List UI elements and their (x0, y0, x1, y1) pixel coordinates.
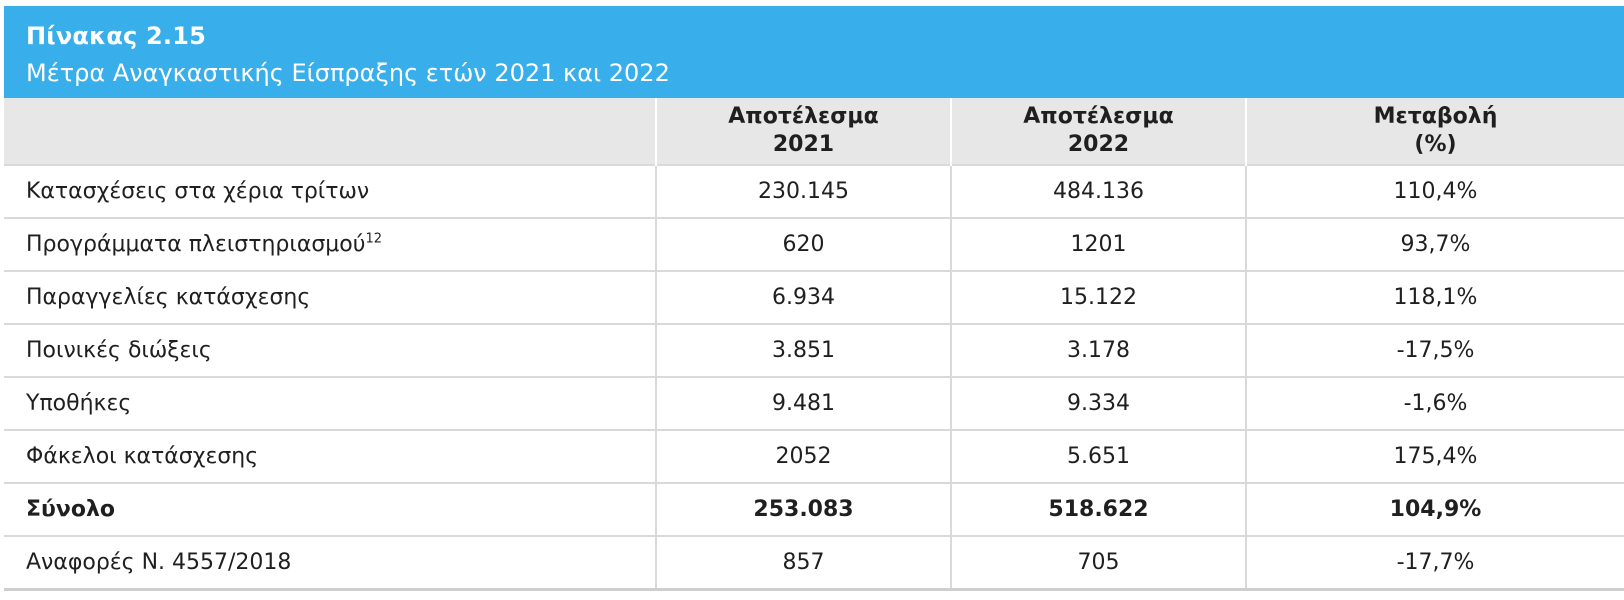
cell-change: 175,4% (1246, 429, 1624, 483)
cell-2021: 6.934 (656, 270, 952, 324)
table-header-row: Αποτέλεσμα 2021 Αποτέλεσμα 2022 Μεταβολή… (4, 98, 1624, 165)
cell-2021: 9.481 (656, 376, 952, 430)
column-header-2021-line2: 2021 (772, 132, 835, 157)
row-label-text: Φάκελοι κατάσχεσης (26, 443, 259, 469)
cell-change: 110,4% (1246, 164, 1624, 218)
column-header-2022-line2: 2022 (1067, 132, 1130, 157)
cell-2022: 3.178 (951, 323, 1247, 377)
cell-change: -1,6% (1246, 376, 1624, 430)
column-header-label (4, 98, 657, 165)
cell-2022: 518.622 (951, 482, 1247, 536)
row-label-text: Ποινικές διώξεις (26, 337, 212, 363)
column-header-2021: Αποτέλεσμα 2021 (656, 98, 952, 165)
row-label: Ποινικές διώξεις (4, 323, 657, 377)
row-label-text: Κατασχέσεις στα χέρια τρίτων (26, 178, 370, 204)
row-label: Παραγγελίες κατάσχεσης (4, 270, 657, 324)
column-header-2022: Αποτέλεσμα 2022 (951, 98, 1247, 165)
cell-2022: 5.651 (951, 429, 1247, 483)
column-header-change-line1: Μεταβολή (1373, 104, 1498, 129)
cell-2022: 15.122 (951, 270, 1247, 324)
cell-2021: 2052 (656, 429, 952, 483)
row-label-text: Προγράμματα πλειστηριασμού (26, 231, 366, 257)
cell-2022: 9.334 (951, 376, 1247, 430)
row-label: Υποθήκες (4, 376, 657, 430)
table-row: Αναφορές Ν. 4557/2018 857 705 -17,7% (4, 535, 1624, 591)
cell-change: -17,7% (1246, 535, 1624, 591)
row-label: Φάκελοι κατάσχεσης (4, 429, 657, 483)
cell-2021: 857 (656, 535, 952, 591)
row-label-text: Υποθήκες (26, 390, 132, 416)
cell-2022: 705 (951, 535, 1247, 591)
column-header-change: Μεταβολή (%) (1246, 98, 1624, 165)
data-table: Αποτέλεσμα 2021 Αποτέλεσμα 2022 Μεταβολή… (4, 98, 1624, 591)
table-title: Πίνακας 2.15 (26, 22, 207, 50)
cell-2021: 3.851 (656, 323, 952, 377)
column-header-2021-line1: Αποτέλεσμα (728, 104, 879, 129)
cell-change: -17,5% (1246, 323, 1624, 377)
table-row: Παραγγελίες κατάσχεσης 6.934 15.122 118,… (4, 270, 1624, 324)
row-label: Αναφορές Ν. 4557/2018 (4, 535, 657, 591)
cell-2021: 620 (656, 217, 952, 271)
cell-2021: 230.145 (656, 164, 952, 218)
row-label-text: Αναφορές Ν. 4557/2018 (26, 549, 292, 575)
column-header-change-line2: (%) (1414, 132, 1457, 157)
footnote-marker: 12 (365, 231, 383, 247)
cell-2021: 253.083 (656, 482, 952, 536)
table-subtitle: Μέτρα Αναγκαστικής Είσπραξης ετών 2021 κ… (26, 59, 670, 87)
row-label-text: Παραγγελίες κατάσχεσης (26, 284, 311, 310)
column-header-2022-line1: Αποτέλεσμα (1023, 104, 1174, 129)
cell-change: 118,1% (1246, 270, 1624, 324)
cell-change: 93,7% (1246, 217, 1624, 271)
total-row: Σύνολο 253.083 518.622 104,9% (4, 482, 1624, 536)
table-caption-band: Πίνακας 2.15 Μέτρα Αναγκαστικής Είσπραξη… (4, 6, 1624, 98)
row-label: Σύνολο (4, 482, 657, 536)
row-label-text: Σύνολο (26, 496, 116, 522)
table-row: Υποθήκες 9.481 9.334 -1,6% (4, 376, 1624, 430)
cell-2022: 484.136 (951, 164, 1247, 218)
cell-change: 104,9% (1246, 482, 1624, 536)
row-label: Προγράμματα πλειστηριασμού12 (4, 217, 657, 271)
table-row: Κατασχέσεις στα χέρια τρίτων 230.145 484… (4, 164, 1624, 218)
table-row: Προγράμματα πλειστηριασμού12 620 1201 93… (4, 217, 1624, 271)
table-row: Ποινικές διώξεις 3.851 3.178 -17,5% (4, 323, 1624, 377)
table-row: Φάκελοι κατάσχεσης 2052 5.651 175,4% (4, 429, 1624, 483)
row-label: Κατασχέσεις στα χέρια τρίτων (4, 164, 657, 218)
cell-2022: 1201 (951, 217, 1247, 271)
